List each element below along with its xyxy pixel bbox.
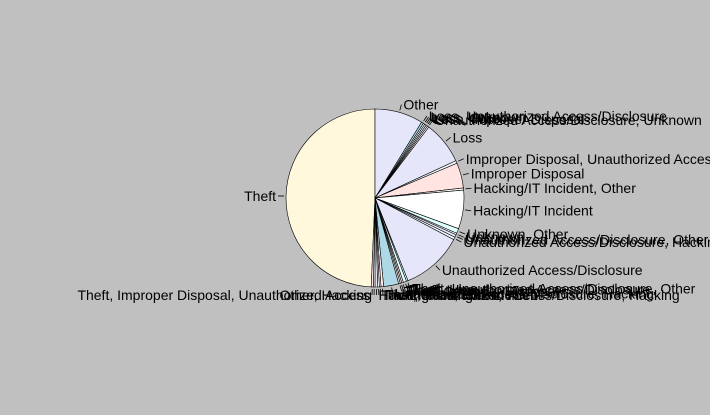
leader-line-loss-improper-disposal [427,118,432,125]
leader-line-loss [445,136,451,142]
label-unauthorized-access-disclosure-other: Unauthorized Access/Disclosure, Other [465,231,709,247]
pie-slices [285,108,465,288]
slice-theft [285,108,376,288]
label-unknown-other: Unknown, Other [467,226,568,242]
label-theft-unauthorized-access-disclosure-hacking: Theft, Unauthorized Access/Disclosure, H… [381,287,680,303]
label-theft-hacking-it-incident: Theft, Hacking/IT Incident [383,287,542,303]
leader-line-theft-unauthorized-access-disclosure [405,283,408,290]
leader-line-hacking-it-incident [465,209,472,212]
leader-line-unauthorized-access-disclosure-other [457,236,463,240]
label-improper-disposal-unauthorized-access-disclosure: Improper Disposal, Unauthorized Access/D… [466,151,710,167]
leader-line-unknown-other [459,231,466,235]
leader-line-loss-unauthorized-access-disclosure [423,115,428,122]
label-hacking-it-incident: Hacking/IT Incident [473,203,593,219]
label-theft-unauthorized-access-disclosure-other: Theft, Unauthorized Access/Disclosure, O… [412,280,696,296]
label-loss-unknown: Loss, Unknown [431,109,527,125]
label-loss-unauthorized-access-disclosure: Loss, Unauthorized Access/Disclosure [429,108,667,124]
leader-line-improper-disposal [462,172,469,176]
label-theft-loss-other: Theft, Loss, Other [385,287,497,303]
label-theft-unauthorized-access-disclosure: Theft, Unauthorized Access/Disclosure [410,281,651,297]
leader-line-loss-other [426,117,431,124]
label-theft-improper-disposal-unauthorized-access: Theft, Improper Disposal, Unauthorized A… [77,287,370,303]
label-unauthorized-access-disclosure-hacking: Unauthorized Access/Disclosure, Hacking [395,285,654,301]
label-other: Other [403,97,438,113]
leader-line-hacking-it-incident-other [465,187,472,190]
leader-line-unknown [458,234,464,238]
label-loss-other: Loss, Other [432,110,505,126]
leader-line-other [399,104,402,111]
label-loss: Loss [453,129,483,145]
label-theft: Theft [244,188,276,204]
label-theft-loss: Theft, Loss [407,282,476,298]
leader-line-unauthorized-access-disclosure-hacking-it-incident [455,238,462,243]
leader-line-improper-disposal-unauthorized-access-disclosure [458,158,464,162]
label-unknown: Unknown [466,229,524,245]
label-unauthorized-access-disclosure: Unauthorized Access/Disclosure [442,262,643,278]
leader-line-unauthorized-access-disclosure-hacking [391,287,394,294]
leader-line-theft-loss [402,284,406,291]
leader-line-theft-unauthorized-access-disclosure-other [407,282,411,289]
label-theft-other: Theft, Other [404,283,479,299]
leader-line-theft-other [399,285,403,292]
label-improper-disposal: Improper Disposal [471,165,585,181]
label-other-hacking: Other, Hacking [279,287,372,303]
label-theft-improper-disposal: Theft, Improper Disposal [405,283,558,299]
leader-line-theft-improper-disposal [401,284,404,291]
label-unauthorized-access-disclosure-hacking-it-incident: Unauthorized Access/Disclosure, Hacking/… [463,234,710,250]
leader-lines [278,104,472,295]
label-hacking-it-incident-other: Hacking/IT Incident, Other [474,180,637,196]
leader-line-unauthorized-access-disclosure [435,265,441,271]
label-loss-improper-disposal: Loss, Improper Disposal [433,111,584,127]
label-hacking-it-incident-theft: Hacking/IT Incident, Theft [378,287,537,303]
slice-theft-improper-disposal-unauthorized-access [370,197,376,288]
leader-line-loss-unknown [424,116,429,123]
label-unauthorized-access-disclosure-unknown: Unauthorized Access/Disclosure, Unknown [435,112,702,128]
leader-line-unauthorized-access-disclosure-unknown [429,119,434,126]
